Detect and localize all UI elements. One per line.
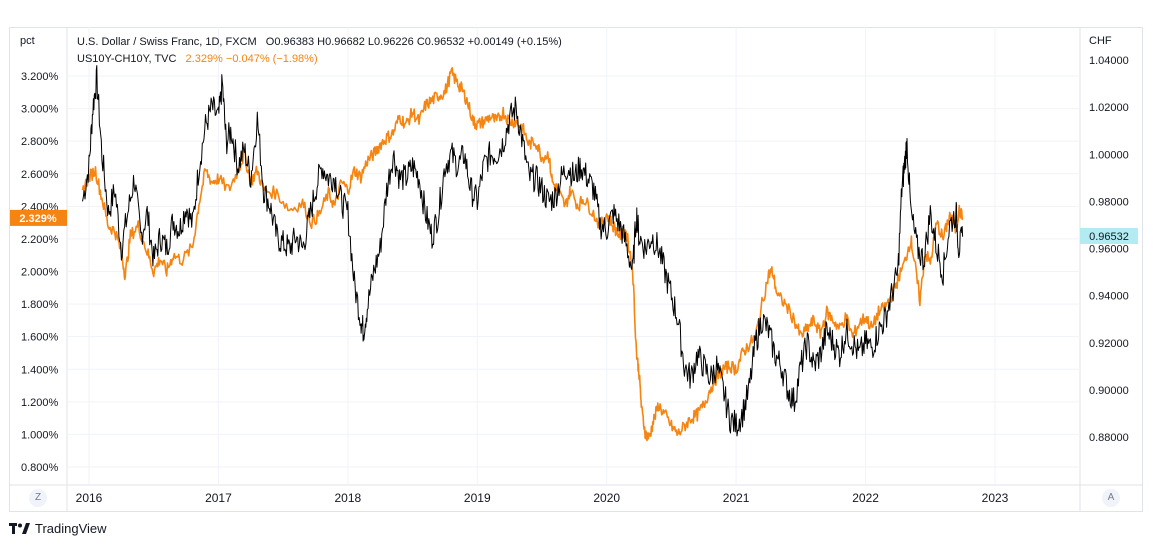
- right-tick-label: 0.96000: [1089, 244, 1129, 256]
- time-tick-label: 2017: [205, 491, 232, 505]
- time-tick-label: 2018: [335, 491, 362, 505]
- tradingview-brand[interactable]: TradingView: [9, 521, 107, 536]
- left-tick-label: 0.800%: [21, 462, 59, 474]
- time-tick-label: 2022: [852, 491, 879, 505]
- left-tick-label: 3.200%: [21, 71, 59, 83]
- time-tick-label: 2016: [76, 491, 103, 505]
- chart-frame: [9, 27, 1143, 512]
- legend-usdchf-line[interactable]: U.S. Dollar / Swiss Franc, 1D, FXCM O0.9…: [77, 36, 562, 48]
- left-tick-label: 1.800%: [21, 299, 59, 311]
- left-tick-label: 2.200%: [21, 234, 59, 246]
- left-tick-label: 2.000%: [21, 267, 59, 279]
- spread-current-value: 2.329%: [19, 213, 57, 225]
- zoom-scale-button[interactable]: Z: [29, 489, 47, 507]
- usdchf-series: [82, 65, 964, 437]
- spread-current-badge: 2.329%: [10, 209, 67, 226]
- usdchf-line: [82, 65, 964, 437]
- price-current-value: 0.96532: [1089, 231, 1129, 243]
- tradingview-brand-label: TradingView: [35, 521, 107, 536]
- left-axis-ticks: 3.200%3.000%2.800%2.600%2.400%2.200%2.00…: [21, 71, 59, 474]
- right-axis-ticks: 1.04000 1.02000 1.00000 0.98000 0.96000 0.940…: [1089, 55, 1129, 444]
- right-axis-unit-label: CHF: [1089, 35, 1112, 47]
- legend-spread-line[interactable]: US10Y-CH10Y, TVC 2.329% −0.047% (−1.98%): [77, 53, 318, 65]
- right-tick-label: 0.92000: [1089, 338, 1129, 350]
- right-tick-label: 0.94000: [1089, 291, 1129, 303]
- left-tick-label: 1.600%: [21, 332, 59, 344]
- left-tick-label: 1.200%: [21, 397, 59, 409]
- tradingview-logo-icon: [9, 522, 30, 534]
- legend-usdchf-symbol: U.S. Dollar / Swiss Franc, 1D, FXCM: [77, 36, 257, 48]
- legend-usdchf-ohlc: O0.96383 H0.96682 L0.96226 C0.96532 +0.0…: [266, 36, 562, 48]
- grid-lines: [67, 27, 1080, 485]
- right-tick-label: 0.88000: [1089, 432, 1129, 444]
- legend-spread-symbol: US10Y-CH10Y, TVC: [77, 53, 177, 65]
- time-tick-label: 2019: [464, 491, 491, 505]
- time-tick-label: 2023: [982, 491, 1009, 505]
- left-tick-label: 2.800%: [21, 136, 59, 148]
- time-axis-ticks: 2016 2017 2018 2019 2020 2021 2022 2023: [76, 491, 1009, 505]
- right-tick-label: 0.98000: [1089, 196, 1129, 208]
- time-tick-label: 2020: [593, 491, 620, 505]
- left-axis-unit-label: pct: [20, 35, 35, 47]
- right-tick-label: 1.02000: [1089, 102, 1129, 114]
- right-tick-label: 1.00000: [1089, 149, 1129, 161]
- legend-spread-values: 2.329% −0.047% (−1.98%): [186, 53, 318, 65]
- right-tick-label: 1.04000: [1089, 55, 1129, 67]
- price-current-badge: 0.96532: [1080, 227, 1138, 244]
- spread-line: [81, 67, 964, 442]
- left-tick-label: 1.400%: [21, 364, 59, 376]
- left-tick-label: 1.000%: [21, 429, 59, 441]
- left-tick-label: 2.600%: [21, 169, 59, 181]
- left-tick-label: 3.000%: [21, 104, 59, 116]
- time-tick-label: 2021: [723, 491, 750, 505]
- auto-scale-button[interactable]: A: [1102, 489, 1120, 507]
- right-tick-label: 0.90000: [1089, 385, 1129, 397]
- spread-series: [81, 67, 964, 442]
